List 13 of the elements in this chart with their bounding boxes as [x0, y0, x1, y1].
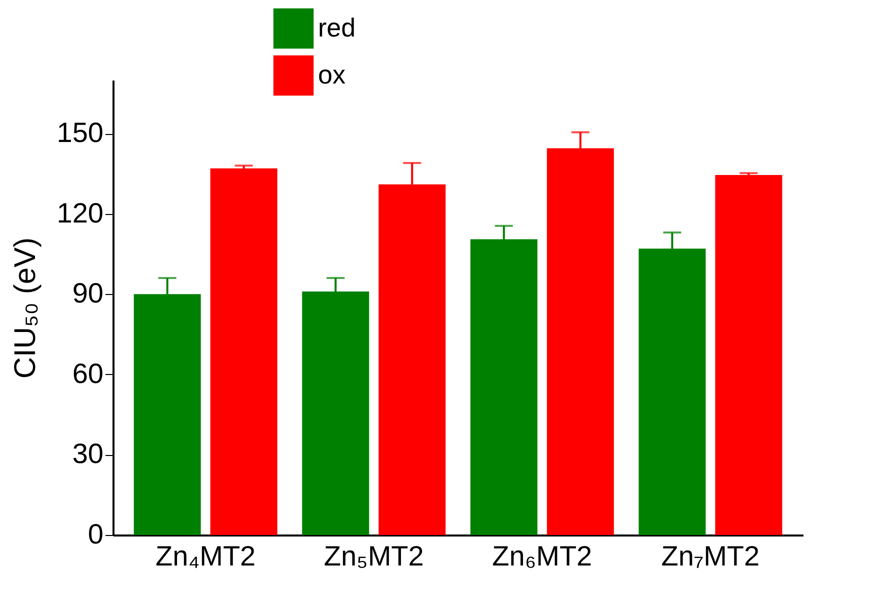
y-tick-label: 60	[72, 358, 104, 389]
x-tick-label: Zn₄MT2	[156, 540, 256, 572]
legend-label: ox	[318, 60, 346, 90]
x-tick-label: Zn₅MT2	[324, 540, 424, 572]
y-tick-label: 0	[88, 518, 104, 550]
y-tick-label: 30	[72, 438, 104, 470]
legend-label: red	[318, 12, 356, 42]
y-axis-title: CIU₅₀ (eV)	[8, 237, 42, 379]
x-tick-label: Zn₆MT2	[492, 540, 592, 572]
x-tick-label: Zn₇MT2	[661, 540, 760, 572]
y-tick-label: 150	[56, 117, 104, 148]
y-tick-label: 90	[72, 278, 104, 309]
y-tick-label: 120	[56, 197, 104, 228]
